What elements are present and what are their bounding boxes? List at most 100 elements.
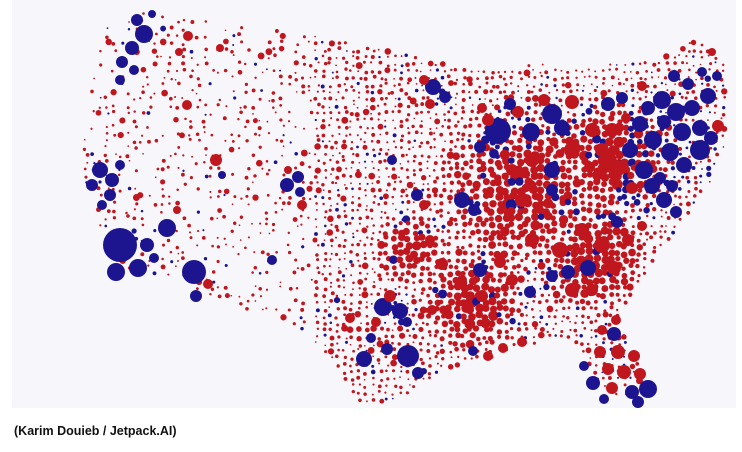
county-dot-red [352,64,355,67]
county-dot-red [399,146,403,149]
county-dot-red [546,249,552,255]
county-dot-red [386,55,389,58]
county-dot-red [694,96,698,100]
county-dot-red [384,355,388,359]
county-dot-red [559,198,567,207]
county-dot-red [399,124,404,129]
county-dot-red [447,271,454,278]
county-dot-red [145,75,149,79]
county-dot-blue [253,62,258,66]
county-dot-red [349,69,352,72]
county-dot-red [383,234,389,240]
county-dot-red [209,166,213,170]
county-dot-red [331,356,334,359]
county-dot-red [449,148,453,152]
county-dot-red [559,334,563,338]
county-dot-red [482,236,489,243]
county-dot-red [359,77,363,81]
county-dot-red [279,104,283,107]
county-dot-red [328,140,331,143]
county-dot-red [660,224,664,228]
county-dot-blue [258,272,262,275]
county-dot-red [438,299,444,305]
county-dot-red [299,161,305,167]
county-dot-red [602,337,606,341]
county-dot-red [247,167,251,171]
county-dot-red [349,174,353,178]
county-dot-red [406,113,411,117]
county-bubble-red [622,234,634,246]
county-dot-red [488,250,494,256]
county-dot-red [484,98,487,100]
county-bubble-blue [579,361,589,371]
county-dot-red [594,193,601,200]
county-dot-red [560,279,566,285]
county-dot-blue [432,286,439,294]
county-dot-red [585,347,592,354]
county-dot-red [327,61,331,65]
county-dot-red [428,131,433,136]
county-dot-red [362,371,367,376]
county-dot-red [446,125,451,130]
county-dot-red [580,135,588,143]
county-dot-red [541,124,545,128]
county-dot-red [440,238,445,243]
county-dot-red [608,249,616,257]
county-dot-red [643,61,647,65]
county-dot-red [516,286,520,291]
county-dot-blue [678,152,682,156]
county-dot-red [470,251,475,256]
county-dot-red [648,150,655,157]
county-dot-red [433,280,437,285]
county-dot-red [372,167,375,170]
county-dot-red [592,169,603,181]
county-dot-red [567,174,573,180]
county-dot-red [259,232,262,234]
county-dot-red [351,383,355,386]
county-dot-red [453,217,458,222]
county-dot-red [216,236,219,239]
county-dot-red [567,222,574,229]
county-dot-red [191,88,194,92]
county-dot-red [457,355,460,359]
county-dot-red [362,108,370,116]
county-dot-red [151,48,158,54]
county-dot-red [117,173,121,177]
county-dot-red [399,119,404,124]
county-dot-red [487,158,494,165]
county-dot-red [383,242,388,248]
county-dot-red [191,69,194,72]
county-dot-red [700,43,704,47]
county-bubble-blue [639,380,657,398]
county-dot-red [480,317,491,329]
county-dot-red [399,88,404,93]
county-dot-red [83,167,87,171]
county-bubble-blue [704,131,718,145]
county-dot-red [386,64,390,68]
county-dot-red [212,69,215,72]
county-dot-red [464,318,476,330]
county-dot-blue [314,195,317,198]
county-dot-red [356,117,360,121]
county-dot-red [494,178,502,187]
county-dot-blue [603,299,608,304]
county-bubble-blue [454,192,470,208]
county-dot-blue [713,162,716,165]
county-dot-red [330,145,334,150]
county-dot-red [581,70,584,73]
county-dot-red [392,271,399,277]
county-dot-blue [433,224,437,228]
county-dot-red [413,117,416,120]
county-dot-red [503,265,508,270]
county-dot-red [488,241,497,249]
county-dot-red [638,208,643,212]
county-dot-blue [623,340,627,344]
county-dot-red [317,244,320,247]
county-dot-red [399,332,406,339]
county-dot-red [706,83,710,87]
county-dot-red [251,222,253,225]
county-dot-red [399,262,406,269]
county-dot-red [596,292,601,298]
county-dot-red [356,49,361,54]
county-dot-red [454,97,457,99]
